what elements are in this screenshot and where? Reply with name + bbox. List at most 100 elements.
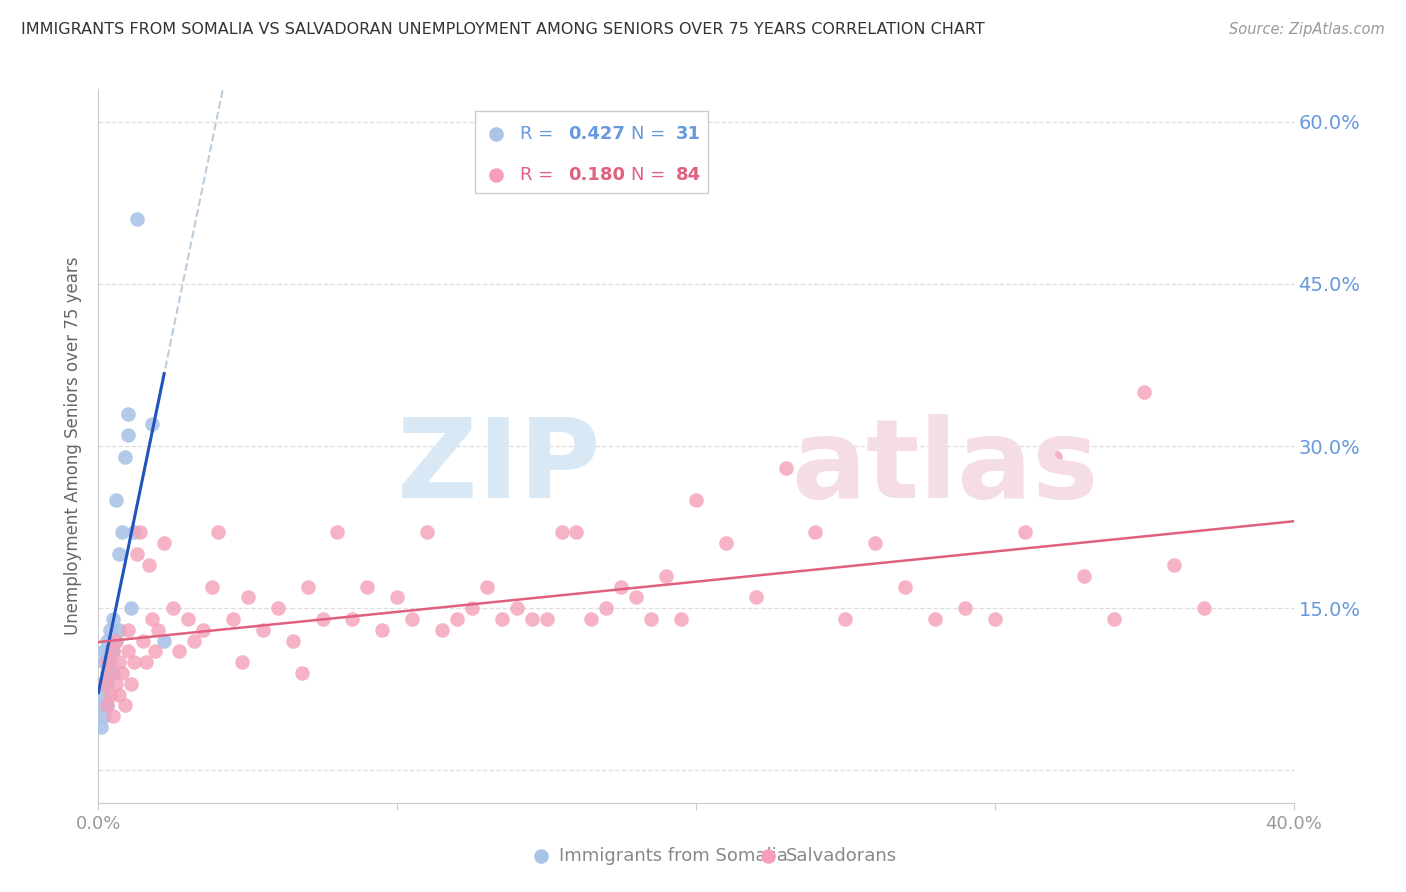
Point [745,591,768,605]
Point [96,666,118,681]
Point [1163,558,1185,572]
Point [491,612,513,626]
Point [536,612,558,626]
Point [1014,525,1036,540]
Point [117,623,139,637]
Point [90,720,112,734]
Point [1133,384,1156,399]
Point [162,601,184,615]
Point [1192,601,1215,615]
Point [430,623,453,637]
Point [595,601,617,615]
Point [401,612,423,626]
Point [610,580,633,594]
Point [520,612,543,626]
Point [252,623,274,637]
Point [90,698,112,713]
Point [93,709,115,723]
Point [103,644,125,658]
Point [96,698,118,713]
Point [191,623,214,637]
Point [105,677,128,691]
Point [1104,612,1126,626]
Point [100,655,122,669]
Point [640,612,662,626]
Point [103,644,125,658]
Point [148,623,170,637]
Point [550,525,572,540]
Point [626,591,648,605]
Point [581,612,603,626]
Point [461,601,484,615]
Point [385,591,409,605]
Point [291,666,314,681]
Point [143,644,166,658]
Point [167,644,190,658]
Point [267,601,290,615]
Point [127,211,149,226]
Point [117,644,139,658]
Text: N =: N = [631,125,672,143]
Point [183,633,205,648]
Point [138,558,160,572]
Point [114,450,136,464]
Point [117,407,139,421]
Point [96,633,118,648]
Text: R =: R = [520,125,560,143]
Point [953,601,976,615]
Point [93,688,115,702]
Point [506,601,529,615]
Text: 0.180: 0.180 [568,166,626,184]
Point [108,547,131,561]
Text: atlas: atlas [792,414,1099,521]
Point [108,688,131,702]
Point [342,612,364,626]
Point [135,655,157,669]
Point [103,709,125,723]
Point [326,525,349,540]
Text: 0.427: 0.427 [568,125,626,143]
Point [207,525,229,540]
Point [93,677,115,691]
Point [153,633,176,648]
Point [201,580,224,594]
Text: Source: ZipAtlas.com: Source: ZipAtlas.com [1229,22,1385,37]
Text: Immigrants from Somalia: Immigrants from Somalia [558,847,787,865]
Text: Salvadorans: Salvadorans [786,847,897,865]
Y-axis label: Unemployment Among Seniors over 75 years: Unemployment Among Seniors over 75 years [65,257,83,635]
Point [475,580,498,594]
Point [153,536,176,550]
Point [100,688,122,702]
Point [416,525,439,540]
Point [834,612,856,626]
Point [103,666,125,681]
Point [1073,568,1095,582]
Point [93,677,115,691]
Point [105,633,128,648]
Point [120,677,142,691]
Point [311,612,333,626]
Point [96,655,118,669]
Point [356,580,378,594]
Point [924,612,946,626]
Point [124,655,146,669]
Point [984,612,1007,626]
Point [1192,845,1215,859]
Text: N =: N = [631,166,672,184]
Point [103,612,125,626]
Point [105,493,128,508]
Point [93,655,115,669]
Point [108,655,131,669]
Text: 84: 84 [676,166,700,184]
Point [105,633,128,648]
Point [141,417,163,432]
Point [132,633,155,648]
Point [236,591,259,605]
Point [117,428,139,442]
Point [1043,450,1066,464]
Point [96,677,118,691]
Text: ZIP: ZIP [396,414,600,521]
Point [111,666,134,681]
Point [111,525,134,540]
Text: IMMIGRANTS FROM SOMALIA VS SALVADORAN UNEMPLOYMENT AMONG SENIORS OVER 75 YEARS C: IMMIGRANTS FROM SOMALIA VS SALVADORAN UN… [21,22,984,37]
